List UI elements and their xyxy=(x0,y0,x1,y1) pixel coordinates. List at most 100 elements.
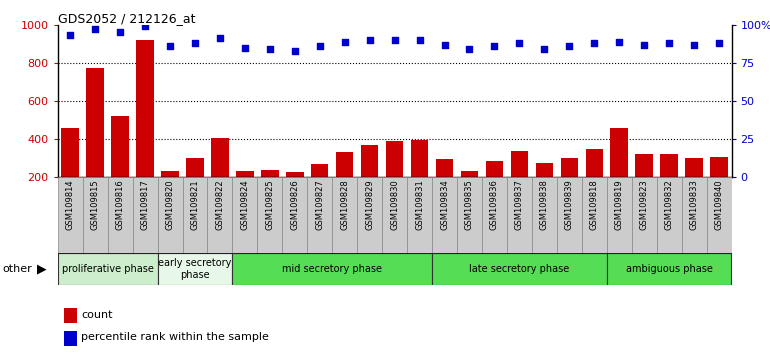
Text: GSM109815: GSM109815 xyxy=(91,179,99,230)
Bar xyxy=(112,116,129,215)
Point xyxy=(638,42,651,47)
Text: GSM109840: GSM109840 xyxy=(715,179,724,230)
Point xyxy=(688,42,700,47)
Bar xyxy=(186,158,204,215)
Text: GSM109822: GSM109822 xyxy=(216,179,224,230)
Point xyxy=(588,40,601,46)
Text: GSM109816: GSM109816 xyxy=(116,179,125,230)
Bar xyxy=(582,177,607,253)
Bar xyxy=(607,177,631,253)
Text: GSM109823: GSM109823 xyxy=(640,179,648,230)
Text: GSM109825: GSM109825 xyxy=(266,179,274,230)
Text: GSM109834: GSM109834 xyxy=(440,179,449,230)
Bar xyxy=(158,177,182,253)
Bar xyxy=(261,170,279,215)
Point xyxy=(663,40,675,46)
Text: GSM109817: GSM109817 xyxy=(141,179,149,230)
Text: GSM109833: GSM109833 xyxy=(690,179,698,230)
Point xyxy=(214,36,226,41)
Bar xyxy=(283,177,307,253)
Point xyxy=(613,39,625,44)
Text: GSM109829: GSM109829 xyxy=(365,179,374,230)
Bar xyxy=(233,177,257,253)
Point xyxy=(363,37,376,43)
Bar xyxy=(685,158,703,215)
Bar xyxy=(561,158,578,215)
Point xyxy=(488,43,500,49)
Text: GSM109831: GSM109831 xyxy=(415,179,424,230)
Text: GSM109826: GSM109826 xyxy=(290,179,300,230)
Bar xyxy=(436,159,454,215)
Point xyxy=(89,27,102,32)
Bar xyxy=(386,141,403,215)
Text: GDS2052 / 212126_at: GDS2052 / 212126_at xyxy=(58,12,196,25)
Text: GSM109828: GSM109828 xyxy=(340,179,350,230)
Point xyxy=(713,40,725,46)
Bar xyxy=(457,177,482,253)
Bar xyxy=(108,177,132,253)
Point xyxy=(64,33,76,38)
Bar xyxy=(707,177,732,253)
Bar xyxy=(132,177,158,253)
Bar xyxy=(585,149,603,215)
Text: GSM109837: GSM109837 xyxy=(515,179,524,230)
Text: GSM109827: GSM109827 xyxy=(315,179,324,230)
Text: GSM109838: GSM109838 xyxy=(540,179,549,230)
Text: mid secretory phase: mid secretory phase xyxy=(283,264,382,274)
Point xyxy=(339,39,351,44)
Bar xyxy=(233,253,432,285)
Text: ambiguous phase: ambiguous phase xyxy=(626,264,712,274)
Bar xyxy=(86,68,104,215)
Bar xyxy=(532,177,557,253)
Bar xyxy=(161,171,179,215)
Point xyxy=(514,40,526,46)
Bar xyxy=(411,140,428,215)
Text: GSM109818: GSM109818 xyxy=(590,179,599,230)
Bar xyxy=(661,154,678,215)
Bar xyxy=(635,154,653,215)
Bar xyxy=(286,172,303,215)
Bar xyxy=(382,177,407,253)
Bar xyxy=(307,177,332,253)
Text: GSM109835: GSM109835 xyxy=(465,179,474,230)
Text: GSM109839: GSM109839 xyxy=(565,179,574,230)
Bar xyxy=(332,177,357,253)
Text: GSM109832: GSM109832 xyxy=(665,179,674,230)
Bar xyxy=(182,177,207,253)
Bar xyxy=(62,127,79,215)
Bar xyxy=(557,177,582,253)
Text: proliferative phase: proliferative phase xyxy=(62,264,153,274)
Point xyxy=(313,43,326,49)
Text: other: other xyxy=(2,264,32,274)
Bar xyxy=(336,152,353,215)
Text: GSM109830: GSM109830 xyxy=(390,179,399,230)
Bar xyxy=(211,138,229,215)
Point xyxy=(464,46,476,52)
Bar xyxy=(657,177,681,253)
Bar xyxy=(361,145,378,215)
Bar xyxy=(631,177,657,253)
Bar xyxy=(407,177,432,253)
Bar xyxy=(432,253,607,285)
Point xyxy=(263,46,276,52)
Bar xyxy=(257,177,283,253)
Text: GSM109814: GSM109814 xyxy=(65,179,75,230)
Point xyxy=(438,42,450,47)
Text: late secretory phase: late secretory phase xyxy=(469,264,570,274)
Text: GSM109820: GSM109820 xyxy=(166,179,175,230)
Bar xyxy=(511,151,528,215)
Bar xyxy=(311,164,329,215)
Bar xyxy=(207,177,233,253)
Bar xyxy=(65,308,76,323)
Point xyxy=(289,48,301,53)
Bar xyxy=(611,129,628,215)
Bar xyxy=(58,177,82,253)
Text: GSM109821: GSM109821 xyxy=(190,179,199,230)
Bar xyxy=(158,253,233,285)
Text: GSM109824: GSM109824 xyxy=(240,179,249,230)
Point xyxy=(164,43,176,49)
Text: GSM109819: GSM109819 xyxy=(614,179,624,230)
Bar xyxy=(58,253,158,285)
Point xyxy=(563,43,575,49)
Bar xyxy=(357,177,382,253)
